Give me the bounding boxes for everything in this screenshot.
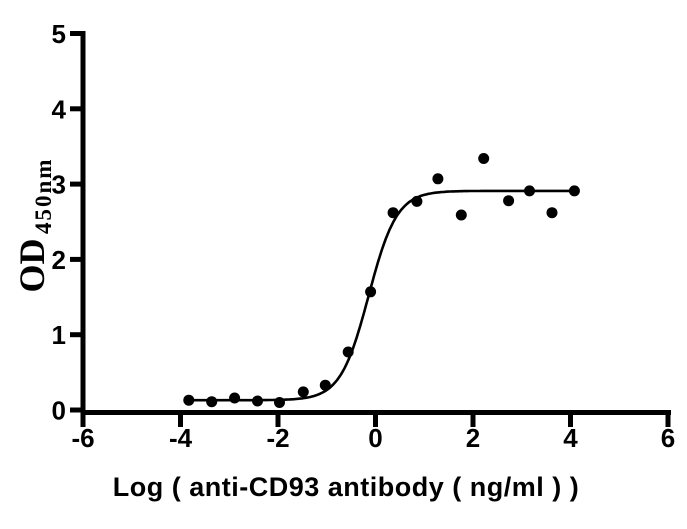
data-point [432,173,444,185]
data-point [503,195,515,207]
x-axis-tick-labels: -6 -4 -2 0 2 4 6 [71,423,675,453]
data-points [183,153,580,408]
x-tick-label: 6 [661,423,675,453]
data-point [455,209,467,221]
data-point [252,395,263,407]
y-axis-title-subscript: 450nm [31,158,56,234]
x-axis-title: Log ( anti-CD93 antibody ( ng/ml ) ) [113,472,579,502]
data-point [183,394,195,406]
data-point [387,207,399,219]
x-tick-label: -4 [169,423,193,453]
data-point [319,379,331,391]
x-tick-label: 4 [563,423,578,453]
data-point [274,397,285,408]
data-point [478,153,490,164]
data-point [524,185,535,197]
data-point [365,286,377,298]
y-tick-label: 1 [52,320,66,350]
y-axis-title-main: OD [12,238,52,292]
y-tick-label: 3 [52,170,66,200]
data-point [342,346,354,358]
x-tick-label: -6 [71,423,94,453]
fit-curve [188,189,573,402]
fit-curve-line [188,189,573,402]
y-tick-label: 2 [52,245,66,275]
x-tick-label: -2 [266,423,289,453]
y-axis-tick-labels: 0 1 2 3 4 5 [52,19,67,426]
x-axis-ticks [80,415,671,427]
y-axis-title: OD 450nm [12,158,56,293]
data-point [297,386,309,398]
data-point [411,195,423,207]
data-point [546,207,558,219]
y-tick-label: 5 [52,19,66,49]
x-tick-label: 0 [368,423,382,453]
data-point [229,392,241,404]
y-tick-label: 4 [52,94,67,124]
x-tick-label: 2 [466,423,480,453]
data-point [568,185,580,197]
y-axis-ticks [70,31,81,413]
y-tick-label: 0 [52,396,66,426]
data-point [206,396,218,408]
